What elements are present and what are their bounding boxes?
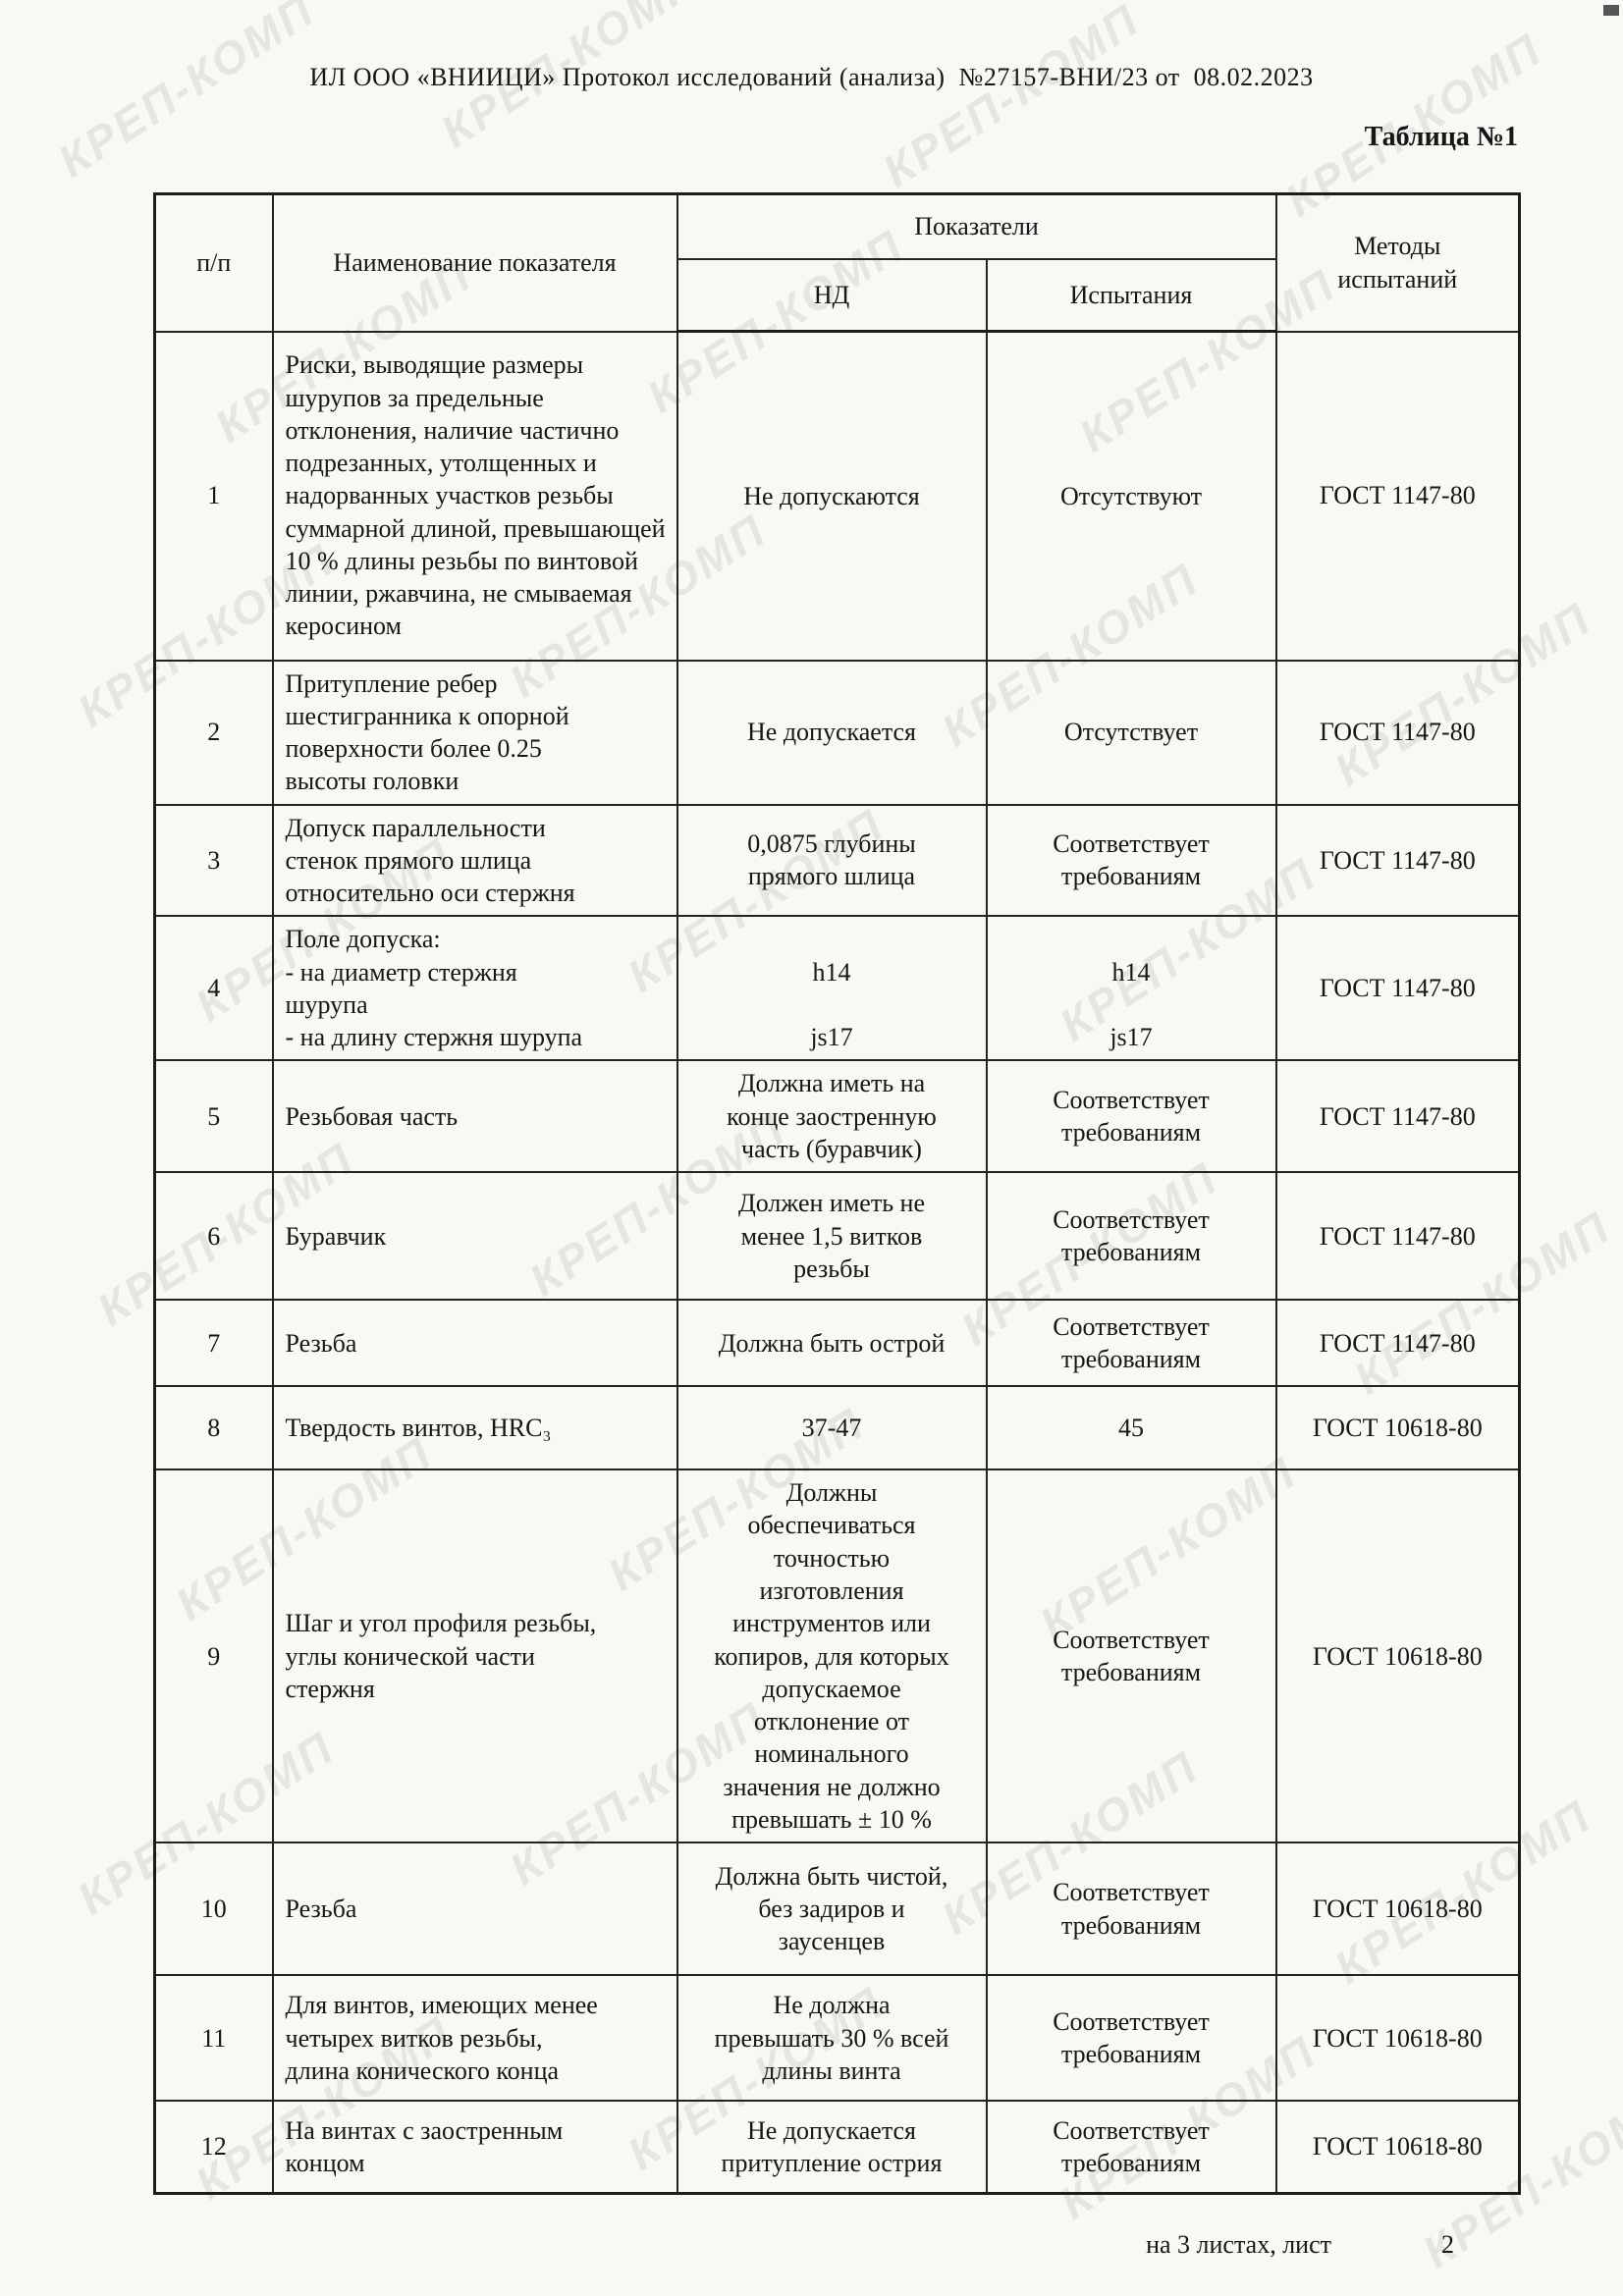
test-result-cell: Соответствует требованиям bbox=[985, 1842, 1277, 1977]
indicator-name-cell: Для винтов, имеющих менее четырех витков… bbox=[271, 1974, 678, 2103]
method-cell: ГОСТ 10618-80 bbox=[1274, 1468, 1521, 1844]
nd-value-cell: Должна быть острой bbox=[676, 1299, 988, 1388]
footer-page-number: 2 bbox=[1441, 2229, 1454, 2259]
table-row: 8 Твердость винтов, HRC₃ 37-47 45 ГОСТ 1… bbox=[153, 1385, 1521, 1471]
column-header-nd: НД bbox=[676, 257, 988, 333]
page-footer: на 3 листах, лист 2 bbox=[0, 2230, 1623, 2260]
method-cell: ГОСТ 1147-80 bbox=[1274, 915, 1521, 1062]
table-row: 12 На винтах с заостренным концом Не доп… bbox=[153, 2100, 1521, 2195]
row-number-cell: 5 bbox=[153, 1059, 274, 1174]
test-result-cell: Соответствует требованиям bbox=[985, 1059, 1277, 1174]
nd-value-cell: 37-47 bbox=[676, 1385, 988, 1471]
table-row: 7 Резьба Должна быть острой Соответствуе… bbox=[153, 1299, 1521, 1388]
indicator-name-cell: Буравчик bbox=[271, 1171, 678, 1302]
indicator-name-cell: Риски, выводящие размеры шурупов за пред… bbox=[271, 330, 678, 662]
table-row: 4 Поле допуска: - на диаметр стержня шур… bbox=[153, 915, 1521, 1062]
indicator-name-cell: Допуск параллельности стенок прямого шли… bbox=[271, 803, 678, 918]
indicator-name-cell: Поле допуска: - на диаметр стержня шуруп… bbox=[271, 915, 678, 1062]
column-header-num: п/п bbox=[153, 192, 274, 333]
indicator-name-cell: Шаг и угол профиля резьбы, углы коническ… bbox=[271, 1468, 678, 1844]
table-row: 3 Допуск параллельности стенок прямого ш… bbox=[153, 803, 1521, 918]
test-result-cell: Отсутствуют bbox=[985, 330, 1277, 662]
scan-artifact bbox=[1603, 5, 1619, 16]
row-number-cell: 7 bbox=[153, 1299, 274, 1388]
row-number-cell: 11 bbox=[153, 1974, 274, 2103]
table-row: 2 Притупление ребер шестигранника к опор… bbox=[153, 659, 1521, 806]
nd-value-cell: Не допускается притупление острия bbox=[676, 2100, 988, 2195]
test-result-cell: Соответствует требованиям bbox=[985, 1171, 1277, 1302]
table-row: 6 Буравчик Должен иметь не менее 1,5 вит… bbox=[153, 1171, 1521, 1302]
nd-value-cell: Должна быть чистой, без задиров и заусен… bbox=[676, 1842, 988, 1977]
table-subheader-row: НД Испытания bbox=[155, 257, 1520, 333]
row-number-cell: 4 bbox=[153, 915, 274, 1062]
test-result-cell: Соответствует требованиям bbox=[985, 1468, 1277, 1844]
row-number-cell: 2 bbox=[153, 659, 274, 806]
column-header-methods: Методы испытаний bbox=[1274, 192, 1521, 333]
nd-value-cell: Должны обеспечиваться точностью изготовл… bbox=[676, 1468, 988, 1844]
method-cell: ГОСТ 1147-80 bbox=[1274, 803, 1521, 918]
nd-value-cell: h14 js17 bbox=[676, 915, 988, 1062]
table-row: 9 Шаг и угол профиля резьбы, углы кониче… bbox=[153, 1468, 1521, 1844]
nd-value-cell: Не допускаются bbox=[676, 330, 988, 662]
nd-value-cell: 0,0875 глубины прямого шлица bbox=[676, 803, 988, 918]
method-cell: ГОСТ 10618-80 bbox=[1274, 1974, 1521, 2103]
test-result-cell: Соответствует требованиям bbox=[985, 1299, 1277, 1388]
indicator-name-cell: Резьба bbox=[271, 1842, 678, 1977]
test-result-cell: Соответствует требованиям bbox=[985, 1974, 1277, 2103]
test-result-cell: 45 bbox=[985, 1385, 1277, 1471]
indicator-name-cell: Притупление ребер шестигранника к опорно… bbox=[271, 659, 678, 806]
column-header-name: Наименование показателя bbox=[271, 192, 678, 333]
document-header-line: ИЛ ООО «ВНИИЦИ» Протокол исследований (а… bbox=[309, 63, 1314, 91]
method-cell: ГОСТ 1147-80 bbox=[1274, 659, 1521, 806]
column-header-test: Испытания bbox=[985, 257, 1277, 333]
row-number-cell: 6 bbox=[153, 1171, 274, 1302]
test-result-cell: Соответствует требованиям bbox=[985, 2100, 1277, 2195]
table-header-row: п/п Наименование показателя Показатели М… bbox=[153, 192, 1521, 333]
row-number-cell: 1 bbox=[153, 330, 274, 662]
table-caption: Таблица №1 bbox=[1364, 122, 1518, 152]
table-row: 11 Для винтов, имеющих менее четырех вит… bbox=[153, 1974, 1521, 2103]
test-result-cell: Отсутствует bbox=[985, 659, 1277, 806]
test-result-cell: Соответствует требованиям bbox=[985, 803, 1277, 918]
method-cell: ГОСТ 1147-80 bbox=[1274, 1299, 1521, 1388]
method-cell: ГОСТ 10618-80 bbox=[1274, 1385, 1521, 1471]
table-row: 5 Резьбовая часть Должна иметь на конце … bbox=[153, 1059, 1521, 1174]
row-number-cell: 8 bbox=[153, 1385, 274, 1471]
indicator-name-cell: Твердость винтов, HRC₃ bbox=[271, 1385, 678, 1471]
nd-value-cell: Не допускается bbox=[676, 659, 988, 806]
method-cell: ГОСТ 1147-80 bbox=[1274, 1059, 1521, 1174]
row-number-cell: 9 bbox=[153, 1468, 274, 1844]
method-cell: ГОСТ 1147-80 bbox=[1274, 330, 1521, 662]
row-number-cell: 10 bbox=[153, 1842, 274, 1977]
column-header-indicators: Показатели bbox=[676, 192, 1277, 260]
nd-value-cell: Должна иметь на конце заостренную часть … bbox=[676, 1059, 988, 1174]
indicator-name-cell: Резьбовая часть bbox=[271, 1059, 678, 1174]
indicators-table: п/п Наименование показателя Показатели М… bbox=[153, 192, 1522, 2195]
method-cell: ГОСТ 1147-80 bbox=[1274, 1171, 1521, 1302]
method-cell: ГОСТ 10618-80 bbox=[1274, 1842, 1521, 1977]
footer-sheets-label: на 3 листах, лист bbox=[1146, 2229, 1331, 2259]
indicator-name-cell: Резьба bbox=[271, 1299, 678, 1388]
nd-value-cell: Должен иметь не менее 1,5 витков резьбы bbox=[676, 1171, 988, 1302]
row-number-cell: 3 bbox=[153, 803, 274, 918]
table-row: 1 Риски, выводящие размеры шурупов за пр… bbox=[153, 330, 1521, 662]
indicator-name-cell: На винтах с заостренным концом bbox=[271, 2100, 678, 2195]
protocol-table-section: Таблица №1 п/п Наименование показателя П… bbox=[153, 122, 1522, 2195]
method-cell: ГОСТ 10618-80 bbox=[1274, 2100, 1521, 2195]
nd-value-cell: Не должна превышать 30 % всей длины винт… bbox=[676, 1974, 988, 2103]
table-row: 10 Резьба Должна быть чистой, без задиро… bbox=[153, 1842, 1521, 1977]
row-number-cell: 12 bbox=[153, 2100, 274, 2195]
test-result-cell: h14 js17 bbox=[985, 915, 1277, 1062]
